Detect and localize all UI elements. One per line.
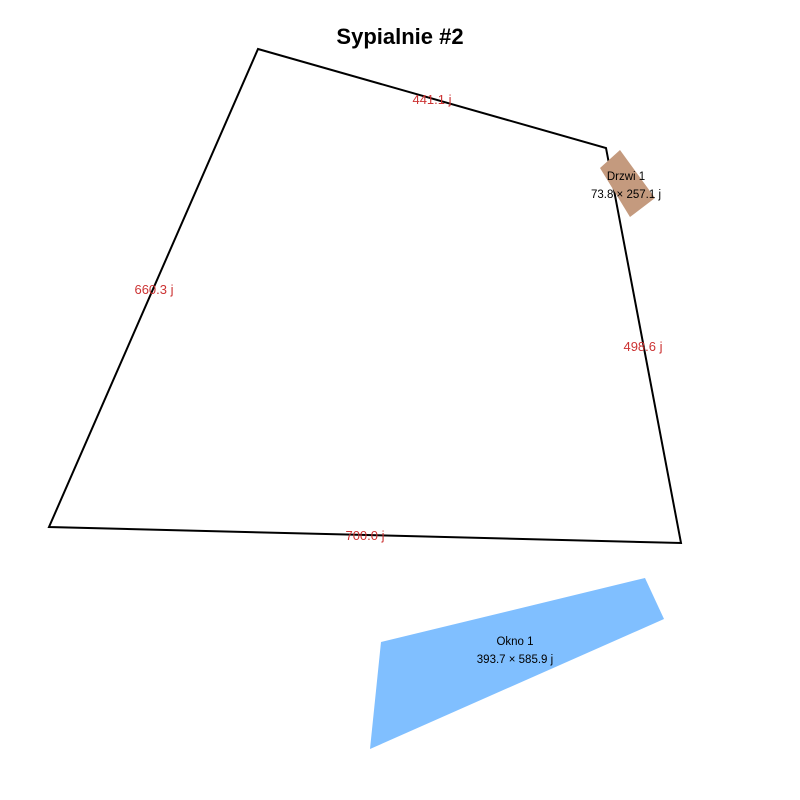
door-name: Drzwi 1	[607, 171, 645, 183]
wall-label-right: 498.6 j	[623, 339, 662, 354]
wall-label-top: 441.1 j	[412, 92, 451, 107]
wall-label-bottom: 700.0 j	[345, 528, 384, 543]
plan-title: Sypialnie #2	[336, 24, 463, 49]
door-shape	[600, 150, 655, 217]
room-outline	[47, 47, 683, 545]
door-size: 73.8 × 257.1 j	[591, 189, 661, 201]
window-shape	[370, 578, 664, 749]
window-size: 393.7 × 585.9 j	[477, 654, 553, 666]
window-name: Okno 1	[496, 636, 533, 648]
wall-label-left: 660.3 j	[134, 282, 173, 297]
